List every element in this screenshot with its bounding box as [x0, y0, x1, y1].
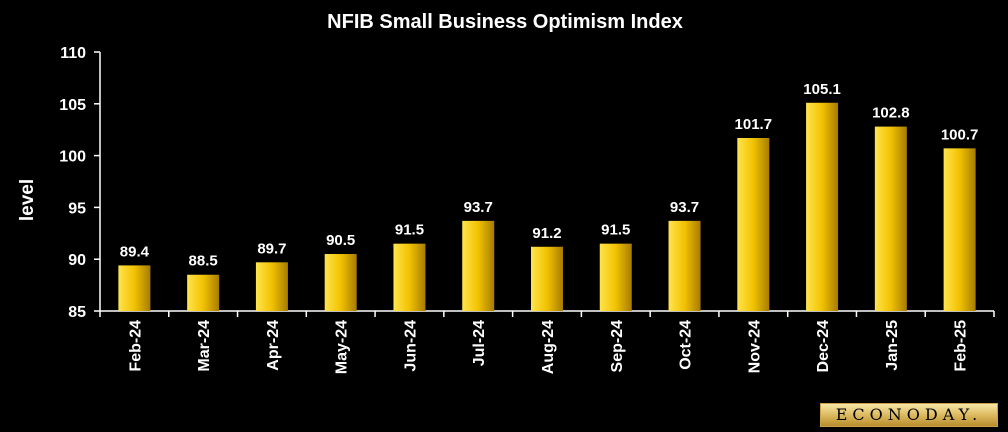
y-tick-label: 105: [59, 97, 86, 114]
bar: [187, 274, 220, 311]
bar: [462, 220, 495, 311]
y-axis-label: level: [17, 179, 38, 221]
bar: [599, 243, 632, 311]
chart-title: NFIB Small Business Optimism Index: [327, 11, 683, 33]
x-tick-label: Dec-24: [815, 320, 832, 373]
data-label: 101.7: [735, 116, 773, 133]
data-label: 90.5: [326, 232, 355, 249]
x-tick-label: Jun-24: [402, 320, 419, 372]
bar: [874, 126, 907, 311]
y-tick-label: 90: [68, 252, 86, 269]
x-tick-label: May-24: [334, 320, 351, 374]
y-tick-label: 95: [68, 200, 86, 217]
x-tick-label: Nov-24: [746, 320, 763, 373]
x-tick-label: Aug-24: [540, 320, 557, 374]
data-label: 105.1: [803, 81, 841, 98]
bars: [118, 102, 976, 311]
axes: 85 90 95 100 105 110 Feb-24 Mar-24 Apr-24 May-24 J…: [59, 45, 995, 374]
data-label: 88.5: [189, 253, 218, 270]
data-label: 91.5: [395, 222, 424, 239]
data-label: 89.7: [257, 240, 286, 257]
x-tick-label: Apr-24: [265, 320, 282, 371]
bar: [324, 254, 357, 311]
x-tick-label: Jul-24: [471, 320, 488, 366]
y-tick-label: 110: [60, 45, 86, 62]
x-tick-label: Feb-24: [127, 320, 144, 372]
y-tick-label: 85: [68, 304, 86, 321]
data-labels: 89.4 88.5 89.7 90.5 91.5 93.7 91.2 91.5 93.7 101.…: [120, 81, 979, 270]
data-label: 91.5: [601, 222, 630, 239]
bar: [806, 102, 839, 311]
bar: [393, 243, 426, 311]
data-label: 93.7: [464, 199, 493, 216]
x-tick-label: Jan-25: [884, 320, 901, 371]
bar: [118, 265, 151, 311]
data-label: 89.4: [120, 243, 150, 260]
data-label: 102.8: [872, 105, 910, 122]
bar: [531, 246, 563, 311]
bar: [668, 220, 701, 311]
econoday-logo: ECONODAY.: [820, 403, 998, 427]
data-label: 91.2: [532, 225, 561, 242]
bar: [255, 262, 288, 311]
data-label: 100.7: [941, 126, 979, 143]
y-tick-label: 100: [59, 149, 86, 166]
x-tick-label: Mar-24: [196, 320, 213, 372]
data-label: 93.7: [670, 199, 699, 216]
bar: [737, 137, 770, 311]
x-tick-label: Oct-24: [678, 320, 695, 370]
x-tick-label: Feb-25: [953, 320, 970, 372]
x-tick-label: Sep-24: [609, 320, 626, 373]
bar: [943, 148, 976, 311]
